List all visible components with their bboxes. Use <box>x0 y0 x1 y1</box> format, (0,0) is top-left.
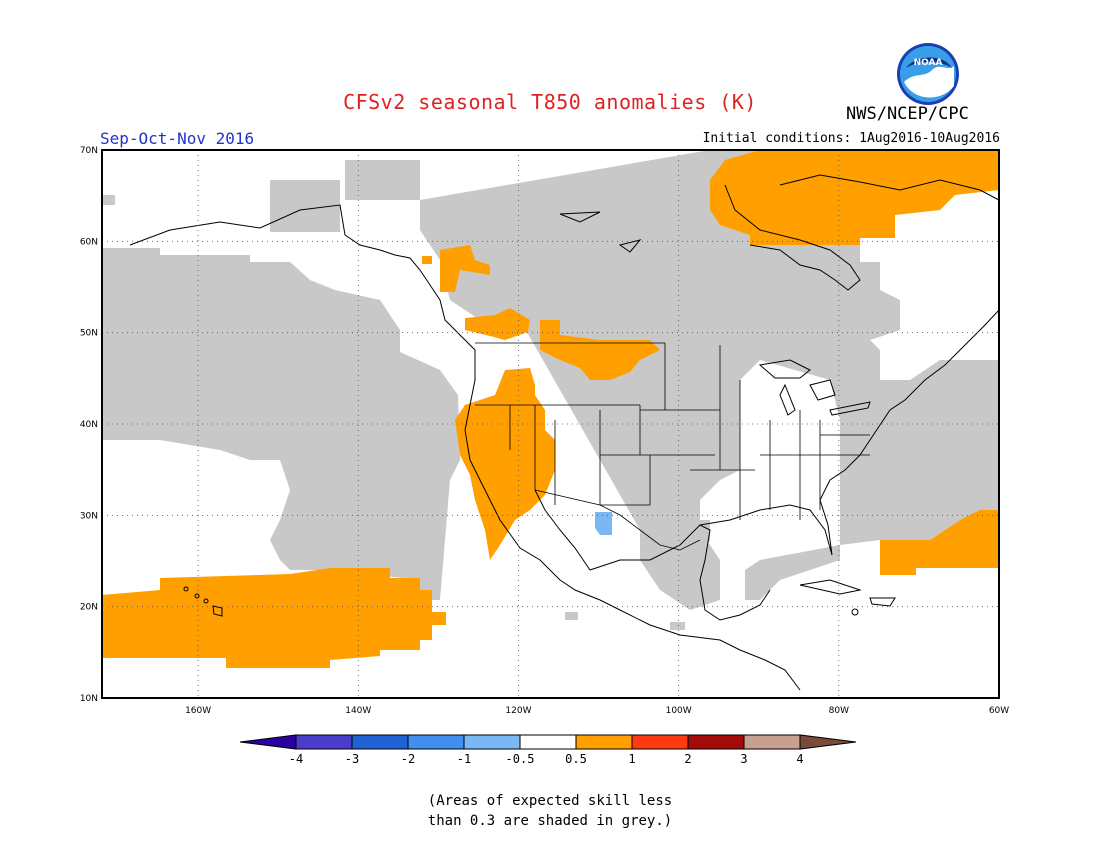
lake-michigan <box>779 383 796 416</box>
grey-patch-2 <box>670 622 685 630</box>
lake-superior <box>758 359 811 379</box>
colorbar-label: 1 <box>628 752 635 766</box>
lon-tick-label: 160W <box>185 706 211 716</box>
lat-tick-label: 10N <box>80 694 98 704</box>
lake-erie <box>829 401 871 416</box>
colorbar-labels: -4 -3 -2 -1 -0.5 0.5 1 2 3 4 <box>289 752 804 766</box>
lat-tick-label: 40N <box>80 420 98 430</box>
orange-patch <box>422 256 432 264</box>
colorbar-swatch <box>687 734 745 750</box>
colorbar-label: -1 <box>457 752 471 766</box>
colorbar-swatch <box>631 734 689 750</box>
grey-arctic-west <box>345 160 420 200</box>
grey-patch-1 <box>565 612 578 620</box>
skill-note: (Areas of expected skill less than 0.3 a… <box>0 791 1100 831</box>
grey-north-america <box>420 150 999 560</box>
lat-tick-label: 70N <box>80 146 98 156</box>
lat-tick-label: 50N <box>80 329 98 339</box>
lon-tick-label: 80W <box>829 706 849 716</box>
skill-note-line-2: than 0.3 are shaded in grey.) <box>427 813 673 829</box>
hawaii-big-island <box>212 605 223 617</box>
map-frame <box>101 149 1000 699</box>
lat-tick-label: 60N <box>80 237 98 247</box>
baja-coastline <box>534 489 591 571</box>
orange-hawaii <box>102 568 446 668</box>
orange-rockies <box>540 320 660 380</box>
orange-atlantic <box>880 510 999 575</box>
grey-bering <box>270 180 340 232</box>
colorbar-swatch <box>295 734 353 750</box>
season-label: Sep-Oct-Nov 2016 <box>100 129 255 148</box>
atlantic-coastline <box>699 309 1000 556</box>
negative-anomaly-area <box>595 512 612 535</box>
colorbar-swatches <box>239 734 857 750</box>
longitude-labels: 160W 140W 120W 100W 80W 60W <box>185 706 1009 716</box>
grey-patch-3 <box>102 195 115 205</box>
colorbar-label: 4 <box>796 752 803 766</box>
orange-bc <box>465 308 530 340</box>
hispaniola <box>869 597 896 607</box>
orange-california <box>455 368 555 560</box>
mexico-border <box>534 489 701 551</box>
caribbean-islands <box>799 579 896 616</box>
org-label: NWS/NCEP/CPC <box>846 104 969 124</box>
orange-greenland <box>710 150 999 245</box>
colorbar-label: -2 <box>401 752 415 766</box>
lon-tick-label: 120W <box>505 706 531 716</box>
hawaii-island <box>194 593 200 599</box>
colorbar-label: 0.5 <box>565 752 587 766</box>
colorbar-label: -4 <box>289 752 303 766</box>
noaa-logo: NOAA <box>897 43 959 105</box>
jamaica <box>851 608 859 616</box>
skill-note-line-1: (Areas of expected skill less <box>427 793 673 809</box>
colorbar-label: 2 <box>684 752 691 766</box>
low-skill-grey-areas <box>102 150 999 630</box>
hawaii-island <box>203 598 209 604</box>
colorbar-swatch <box>351 734 409 750</box>
hawaii-island <box>183 586 189 592</box>
grey-gulf <box>640 530 720 610</box>
gulf-mexico-coastline <box>589 524 771 621</box>
colorbar-label: 3 <box>740 752 747 766</box>
lon-tick-label: 60W <box>989 706 1009 716</box>
greenland-coast <box>779 174 1000 201</box>
colorbar-swatch <box>519 734 577 750</box>
arctic-islands <box>559 211 642 253</box>
colorbar-arrow-low <box>239 734 297 750</box>
latitude-labels: 70N 60N 50N 40N 30N 20N 10N <box>80 146 98 704</box>
lon-tick-label: 100W <box>666 706 692 716</box>
lat-tick-label: 20N <box>80 603 98 613</box>
us-state-borders <box>475 342 870 551</box>
noaa-logo-top <box>906 57 952 68</box>
lat-tick-label: 30N <box>80 511 98 521</box>
colorbar-label: -3 <box>345 752 359 766</box>
colorbar-swatch <box>743 734 801 750</box>
colorbar-swatch <box>575 734 633 750</box>
noaa-logo-text: NOAA <box>914 58 943 68</box>
state-lines <box>475 343 870 520</box>
cuba <box>799 579 862 595</box>
lake-huron <box>809 379 836 401</box>
noaa-logo-bird <box>904 66 954 98</box>
hawaii-islands <box>183 586 223 617</box>
grey-pacific <box>102 248 460 600</box>
hudson-bay <box>724 184 861 291</box>
lon-tick-label: 140W <box>345 706 371 716</box>
orange-yukon <box>440 245 490 292</box>
great-lakes <box>758 359 871 416</box>
pacific-coastline <box>129 204 801 691</box>
colorbar-label: -0.5 <box>506 752 535 766</box>
colorbar-arrow-high <box>799 734 857 750</box>
colorbar-swatch <box>407 734 465 750</box>
colorbar-swatch <box>463 734 521 750</box>
coastlines <box>129 174 1000 691</box>
initial-conditions-label: Initial conditions: 1Aug2016-10Aug2016 <box>702 131 1000 146</box>
positive-anomaly-areas <box>102 150 999 668</box>
chart-title: CFSv2 seasonal T850 anomalies (K) <box>343 90 757 114</box>
grey-caribbean <box>745 545 840 600</box>
